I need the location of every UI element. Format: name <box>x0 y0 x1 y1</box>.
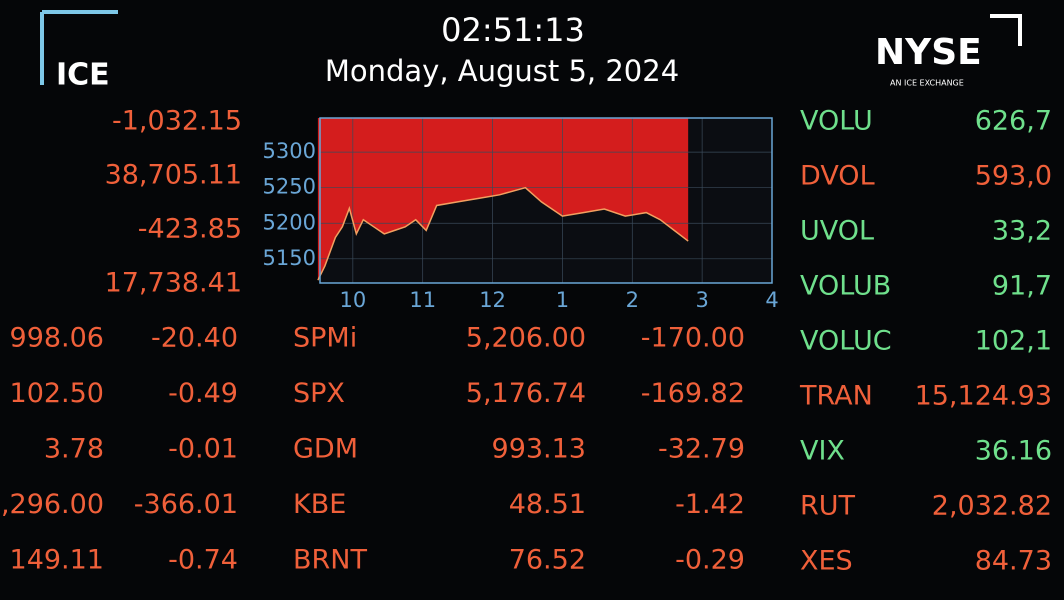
quote-cell: -20.40 <box>151 323 238 354</box>
x-tick-label: 12 <box>479 288 506 312</box>
quote-cell: SPMi <box>293 323 357 354</box>
y-tick-label: 5200 <box>263 210 316 234</box>
area <box>317 118 689 281</box>
nyse-frame <box>990 14 1022 46</box>
right-value: 84.73 <box>975 546 1052 577</box>
quote-cell: SPX <box>293 378 345 409</box>
right-value: 102,1 <box>975 326 1052 357</box>
plot-frame <box>319 117 773 284</box>
quote-cell: 993.13 <box>492 434 586 465</box>
quote-cell: -0.01 <box>168 434 238 465</box>
ice-frame <box>40 10 118 85</box>
nyse-logo: NYSE <box>875 32 982 73</box>
right-value: 33,2 <box>992 216 1052 247</box>
left-stat: -423.85 <box>138 214 242 245</box>
right-label: RUT <box>800 491 856 522</box>
x-tick-label: 2 <box>626 288 639 312</box>
quote-cell: 76.52 <box>509 545 586 576</box>
quote-cell: 149.11 <box>10 545 104 576</box>
right-value: 2,032.82 <box>932 491 1052 522</box>
quote-cell: -1.42 <box>675 489 745 520</box>
quote-cell: -32.79 <box>658 434 745 465</box>
quote-cell: 48.51 <box>509 489 586 520</box>
x-tick-label: 3 <box>695 288 708 312</box>
right-label: VIX <box>800 436 845 467</box>
date: Monday, August 5, 2024 <box>325 54 679 88</box>
quote-cell: GDM <box>293 434 358 465</box>
right-value: 626,7 <box>975 106 1052 137</box>
ice-logo: ICE <box>56 58 110 93</box>
quote-cell: -0.74 <box>168 545 238 576</box>
right-label: VOLUC <box>800 326 892 357</box>
y-tick-label: 5300 <box>263 139 316 163</box>
right-value: 15,124.93 <box>915 381 1052 412</box>
quote-cell: -169.82 <box>641 378 745 409</box>
x-tick-label: 10 <box>339 288 366 312</box>
right-label: DVOL <box>800 161 875 192</box>
x-tick-label: 11 <box>409 288 436 312</box>
right-value: 91,7 <box>992 271 1052 302</box>
quote-cell: -366.01 <box>134 489 238 520</box>
quote-cell: 3.78 <box>44 434 104 465</box>
quote-cell: 5,176.74 <box>466 378 586 409</box>
left-stat: -1,032.15 <box>112 106 242 137</box>
right-label: TRAN <box>799 381 873 412</box>
quote-cell: 102.50 <box>10 378 104 409</box>
quote-cell: 5,206.00 <box>466 323 586 354</box>
right-label: VOLU <box>800 106 873 137</box>
left-stat: 17,738.41 <box>105 268 242 299</box>
right-value: 36.16 <box>975 436 1052 467</box>
quote-cell: BRNT <box>293 545 367 576</box>
quote-cell: 998.06 <box>10 323 104 354</box>
x-tick-label: 4 <box>765 288 778 312</box>
clock: 02:51:13 <box>441 11 585 49</box>
y-tick-label: 5150 <box>263 246 316 270</box>
left-stat: 38,705.11 <box>105 160 242 191</box>
right-label: XES <box>800 546 853 577</box>
quote-cell: -170.00 <box>641 323 745 354</box>
x-tick-label: 1 <box>556 288 569 312</box>
right-label: UVOL <box>800 216 874 247</box>
right-value: 593,0 <box>975 161 1052 192</box>
nyse-sub: AN ICE EXCHANGE <box>890 79 964 88</box>
price-line <box>317 186 689 281</box>
right-label: VOLUB <box>800 271 891 302</box>
quote-cell: KBE <box>293 489 346 520</box>
y-tick-label: 5250 <box>263 175 316 199</box>
quote-cell: -0.49 <box>168 378 238 409</box>
quote-cell: -0.29 <box>675 545 745 576</box>
quote-cell: 5,296.00 <box>0 489 104 520</box>
